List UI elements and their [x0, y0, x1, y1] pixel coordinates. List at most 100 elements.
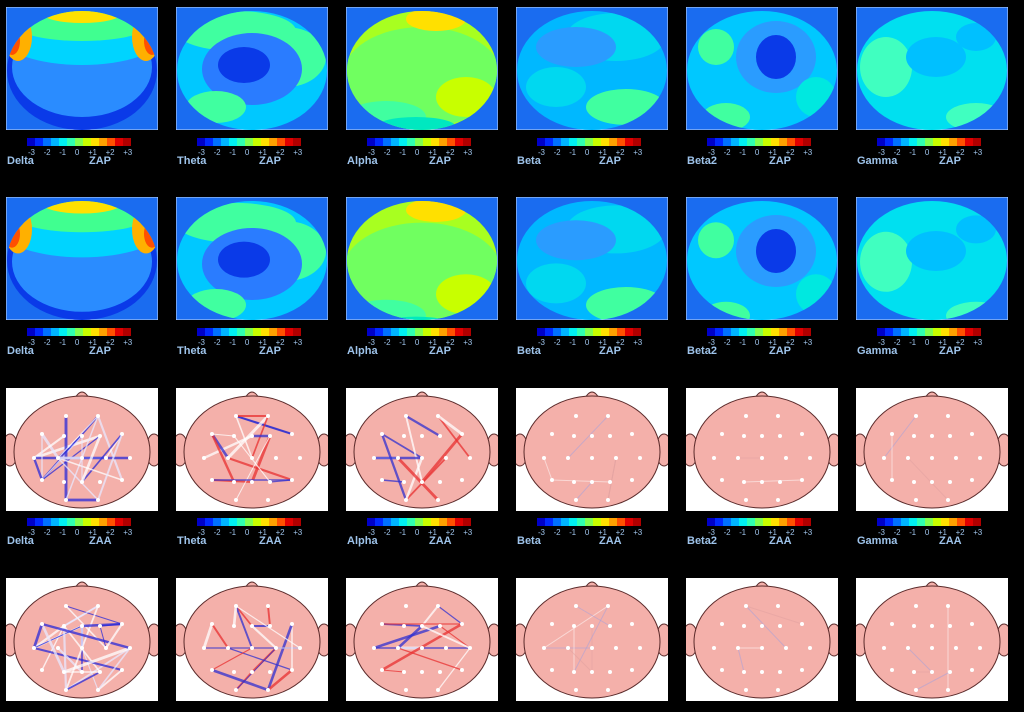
coherence-line	[235, 415, 253, 459]
band-label: Gamma	[857, 155, 898, 167]
electrode-dot	[948, 670, 952, 674]
band-label: Theta	[177, 345, 207, 357]
coherence-line	[737, 647, 745, 673]
electrode-dot	[590, 434, 594, 438]
electrode-dot	[630, 432, 634, 436]
scale-tick-label: +3	[293, 148, 302, 157]
scale-tick-label: +3	[293, 338, 302, 347]
scale-tick-label: -3	[28, 148, 35, 157]
electrode-dot	[608, 624, 612, 628]
scale-tick-label: -2	[383, 148, 391, 157]
electrode-dot	[460, 432, 464, 436]
coherence-line	[437, 415, 471, 459]
coherence-line	[267, 669, 293, 691]
color-swatch	[205, 518, 213, 526]
color-swatch	[91, 138, 99, 146]
color-swatch	[933, 138, 941, 146]
electrode-dot	[720, 668, 724, 672]
colorbar-legend: -3 -2 -1 0 +1 +2 +3 Beta ZAP	[517, 328, 648, 358]
scale-ticks: -3 -2 -1 0 +1 +2 +3	[28, 528, 132, 537]
electrode-dot	[234, 414, 238, 418]
scale-tick-label: -2	[553, 148, 561, 157]
scale-tick-label: +2	[275, 148, 285, 157]
color-swatch	[601, 138, 609, 146]
color-swatch	[99, 138, 107, 146]
color-swatch	[35, 328, 43, 336]
electrode-dot	[946, 604, 950, 608]
scale-tick-label: +3	[293, 528, 302, 537]
topo-region	[376, 117, 456, 130]
color-swatch	[973, 518, 981, 526]
color-swatch	[577, 138, 585, 146]
electrode-dot	[948, 480, 952, 484]
scale-tick-label: -3	[198, 148, 205, 157]
coherence-line	[267, 605, 271, 627]
colorbar-swatches	[197, 328, 301, 336]
color-swatch	[447, 328, 455, 336]
coherence-line	[567, 647, 593, 673]
scale-tick-label: -1	[229, 528, 236, 537]
coherence-line	[33, 625, 83, 649]
electrode-dot	[232, 624, 236, 628]
electrode-dot	[890, 478, 894, 482]
scale-tick-label: -3	[878, 528, 885, 537]
topo-region	[860, 231, 912, 292]
electrode-dot	[970, 622, 974, 626]
color-swatch	[83, 138, 91, 146]
color-swatch	[925, 518, 933, 526]
color-swatch	[609, 138, 617, 146]
colorbar-swatches	[537, 138, 641, 146]
topo-region	[698, 29, 734, 65]
scale-tick-label: -2	[893, 528, 901, 537]
coherence-line	[251, 625, 277, 649]
color-swatch	[561, 138, 569, 146]
color-swatch	[455, 328, 463, 336]
color-swatch	[383, 328, 391, 336]
colorbar-swatches	[367, 138, 471, 146]
electrode-dot	[438, 624, 442, 628]
color-swatch	[577, 328, 585, 336]
scale-tick-label: +1	[87, 148, 97, 157]
scale-ticks: -3 -2 -1 0 +1 +2 +3	[28, 148, 132, 157]
color-swatch	[771, 328, 779, 336]
band-label: Delta	[7, 535, 34, 547]
color-swatch	[941, 518, 949, 526]
electrode-dot	[210, 432, 214, 436]
electrode-dot	[736, 456, 740, 460]
scale-tick-label: 0	[74, 148, 80, 157]
scale-ticks: -3 -2 -1 0 +1 +2 +3	[198, 528, 302, 537]
connectivity-head-panel-theta	[176, 578, 328, 701]
color-swatch	[293, 138, 301, 146]
metric-label: ZAP	[769, 345, 791, 357]
color-swatch	[973, 328, 981, 336]
color-swatch	[941, 328, 949, 336]
color-swatch	[221, 138, 229, 146]
topo-map	[516, 7, 668, 130]
scale-tick-label: +2	[955, 148, 965, 157]
topo-region	[756, 35, 796, 79]
color-swatch	[439, 328, 447, 336]
colorbar-legend: -3 -2 -1 0 +1 +2 +3 Beta ZAP	[517, 138, 648, 168]
color-swatch	[253, 138, 261, 146]
color-swatch	[593, 138, 601, 146]
colorbar-legend: -3 -2 -1 0 +1 +2 +3 Delta ZAP	[7, 138, 138, 168]
coherence-line	[62, 625, 68, 691]
color-swatch	[115, 518, 123, 526]
electrode-dot	[404, 414, 408, 418]
electrode-dot	[468, 456, 472, 460]
color-swatch	[107, 328, 115, 336]
scale-tick-label: -3	[708, 528, 715, 537]
connectivity-map	[176, 578, 328, 701]
color-swatch	[893, 138, 901, 146]
color-swatch	[423, 138, 431, 146]
scale-tick-label: +3	[463, 338, 472, 347]
color-swatch	[205, 328, 213, 336]
electrode-dot	[542, 456, 546, 460]
electrode-dot	[250, 434, 254, 438]
electrode-dot	[930, 624, 934, 628]
metric-label: ZAP	[599, 345, 621, 357]
scale-tick-label: 0	[584, 338, 590, 347]
electrode-dot	[62, 480, 66, 484]
electrode-dot	[298, 646, 302, 650]
color-swatch	[447, 138, 455, 146]
